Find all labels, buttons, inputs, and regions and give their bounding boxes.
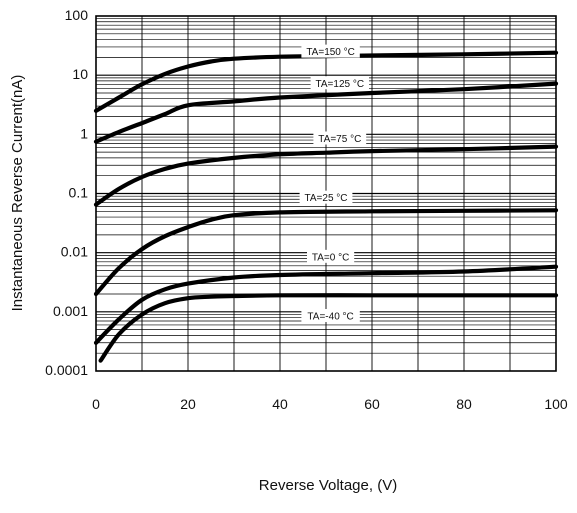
- curve-label-5: TA=-40 °C: [301, 309, 360, 323]
- y-tick-label: 0.1: [69, 185, 89, 201]
- tick-labels: 0 20 40 60 80 100 0.0001 0.001 0.01 0.1 1 10 100: [45, 7, 568, 412]
- y-tick-label: 0.001: [53, 303, 88, 319]
- curve-label-text: TA=0 °C: [312, 252, 349, 263]
- curve-label-bg: [310, 76, 369, 90]
- curve-label-1: TA=125 °C: [310, 76, 369, 90]
- curve-label-bg: [301, 309, 360, 323]
- curve-label-text: TA=75 °C: [318, 134, 361, 145]
- series-line-1: [93, 81, 559, 144]
- plot-frame: [95, 15, 557, 372]
- grid: [96, 16, 556, 371]
- curve-label-bg: [299, 190, 353, 204]
- x-tick-label: 80: [456, 396, 472, 412]
- series-line-3: [93, 208, 559, 297]
- curve-label-4: TA=0 °C: [307, 249, 355, 263]
- curve-label-text: TA=125 °C: [316, 79, 365, 90]
- y-tick-label: 100: [65, 7, 89, 23]
- curve-label-bg: [313, 131, 367, 145]
- curve-label-0: TA=150 °C: [301, 44, 360, 58]
- series-line-2: [93, 144, 559, 207]
- x-tick-label: 40: [272, 396, 288, 412]
- curves: [93, 50, 559, 363]
- y-axis-title: Instantaneous Reverse Current(nA): [9, 75, 26, 312]
- x-tick-label: 100: [544, 396, 568, 412]
- curve-label-2: TA=75 °C: [313, 131, 367, 145]
- x-tick-label: 20: [180, 396, 196, 412]
- curve-label-text: TA=150 °C: [306, 47, 355, 58]
- series-line-5: [98, 293, 559, 363]
- y-tick-label: 0.01: [61, 244, 88, 260]
- y-tick-label: 10: [72, 66, 88, 82]
- curve-labels: TA=150 °C TA=125 °C TA=75 °C TA=25 °C TA=0 °…: [299, 44, 369, 323]
- y-tick-label: 0.0001: [45, 362, 88, 378]
- x-axis-title: Reverse Voltage, (V): [259, 477, 397, 494]
- x-tick-label: 60: [364, 396, 380, 412]
- curve-label-3: TA=25 °C: [299, 190, 353, 204]
- series-line-4: [93, 264, 559, 345]
- curve-label-text: TA=25 °C: [305, 193, 348, 204]
- y-tick-label: 1: [80, 125, 88, 141]
- curve-label-text: TA=-40 °C: [307, 312, 353, 323]
- series-line-0: [93, 50, 559, 113]
- curve-label-bg: [301, 44, 360, 58]
- curve-label-bg: [307, 249, 355, 263]
- x-tick-label: 0: [92, 396, 100, 412]
